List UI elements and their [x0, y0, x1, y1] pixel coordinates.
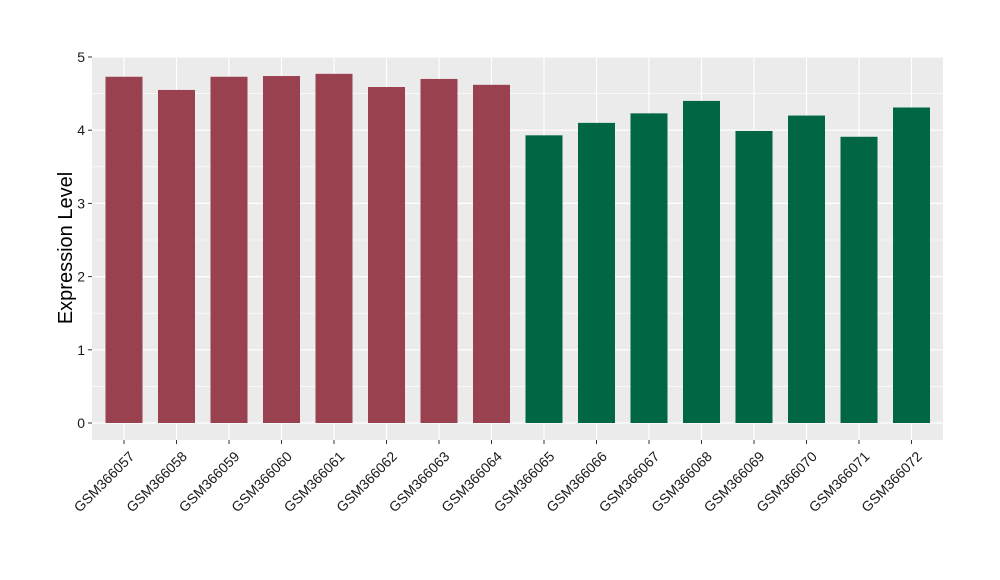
bar-GSM366062 [368, 87, 405, 424]
bar-GSM366061 [315, 73, 353, 423]
y-tick-label: 1 [77, 342, 85, 358]
bar-GSM366063 [420, 78, 458, 424]
y-axis: 0 1 2 3 4 5 [77, 49, 92, 431]
y-tick-label: 4 [77, 122, 85, 138]
y-tick-label: 2 [77, 269, 85, 285]
y-axis-title: Expression Level [55, 172, 77, 324]
bar-GSM366060 [263, 76, 300, 424]
bar-GSM366065 [525, 135, 563, 423]
y-tick-label: 3 [77, 195, 85, 211]
bar-GSM366058 [158, 89, 195, 423]
bars [105, 73, 930, 424]
bar-GSM366069 [735, 130, 773, 423]
bar-GSM366072 [893, 107, 930, 424]
bar-GSM366064 [473, 84, 510, 423]
x-axis: GSM366057GSM366058GSM366059GSM366060GSM3… [71, 440, 925, 515]
bar-GSM366057 [105, 76, 143, 423]
bar-GSM366071 [840, 136, 878, 423]
y-tick-label: 5 [77, 49, 85, 65]
y-tick-label: 0 [77, 415, 85, 431]
bar-GSM366059 [210, 76, 248, 423]
bar-GSM366070 [788, 115, 825, 423]
bar-GSM366066 [578, 122, 615, 423]
bar-GSM366067 [630, 113, 668, 423]
bar-GSM366068 [683, 100, 720, 424]
